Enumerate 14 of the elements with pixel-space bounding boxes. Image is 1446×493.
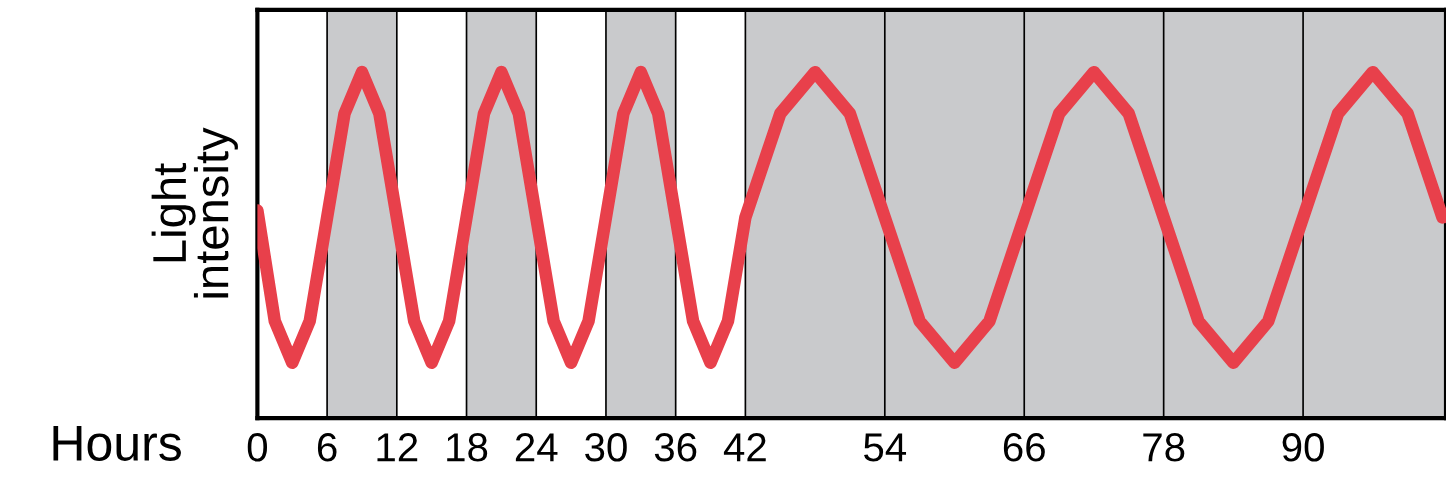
y-axis-title: Light intensity <box>151 127 238 298</box>
x-tick-label: 78 <box>1143 433 1185 462</box>
x-tick-label: 36 <box>654 433 697 462</box>
x-tick-label: 24 <box>515 433 558 462</box>
x-tick-label: 30 <box>585 433 627 462</box>
x-tick-label: 12 <box>377 433 418 462</box>
x-tick-label: 42 <box>723 433 766 462</box>
x-tick-label: 0 <box>247 433 268 462</box>
x-tick-label: 6 <box>317 433 337 462</box>
x-axis-title: Hours <box>53 426 181 461</box>
x-tick-label: 18 <box>447 433 488 462</box>
x-tick-label: 54 <box>864 433 907 462</box>
x-tick-label: 90 <box>1282 433 1324 462</box>
x-tick-label: 66 <box>1003 433 1045 462</box>
